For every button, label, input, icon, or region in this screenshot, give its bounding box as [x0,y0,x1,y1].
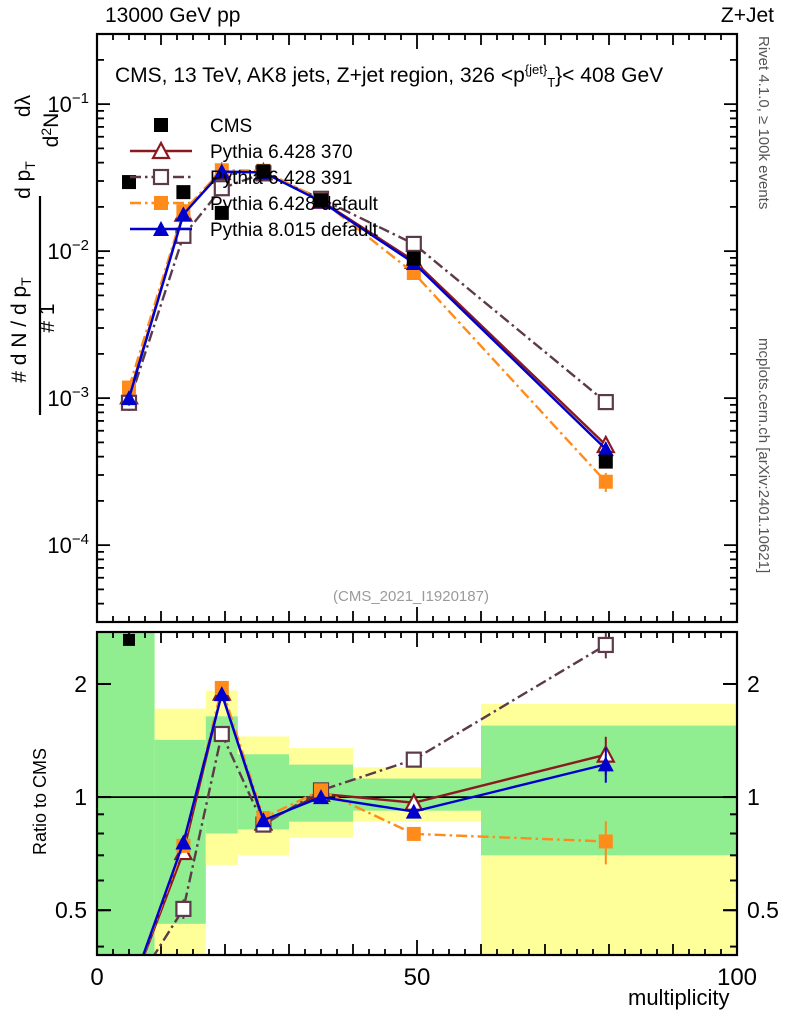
svg-text:# 1: # 1 [36,303,59,332]
main-y-tick-label: 10−4 [47,531,89,558]
x-axis-tick-label: 50 [404,964,431,991]
main-point [176,185,191,200]
legend-label-2: Pythia 6.428 391 [210,168,353,189]
ratio-y-tick-label-right: 2 [747,671,760,697]
legend-marker-3 [154,196,168,210]
main-point [598,454,613,469]
legend-label-4: Pythia 8.015 default [210,220,379,241]
ratio-point [597,636,614,654]
legend-marker-1 [151,140,171,160]
main-point [406,251,421,266]
legend-marker-2 [152,168,170,186]
ratio-point [406,826,421,841]
ratio-point [175,834,192,850]
title-prefix: CMS, 13 TeV, AK8 jets, Z+jet region, 326… [115,64,525,87]
legend-marker-0 [154,118,168,132]
svg-text:dλ: dλ [12,94,35,117]
ratio-point [175,900,192,918]
main-panel-title: CMS, 13 TeV, AK8 jets, Z+jet region, 326… [115,62,663,90]
svg-text:# d N / d pT: # d N / d pT [8,277,34,383]
title-subscript: T [547,75,556,91]
ratio-uncertainty-band-inner [481,725,737,856]
ratio-y-tick-label: 0.5 [55,897,87,923]
main-point [121,390,137,406]
x-axis-label: multiplicity [628,985,730,1010]
main-point [597,441,614,457]
ratio-y-tick-label: 2 [74,671,87,697]
main-point [213,180,230,197]
ratio-point [405,803,422,819]
legend-marker-4 [153,221,169,236]
main-panel-frame [95,32,739,624]
x-axis-tick-label: 100 [717,964,757,991]
main-point [256,164,271,179]
main-point [405,235,422,253]
ratio-y-tick-label: 1 [74,784,87,810]
main-y-tick-label: 10−2 [47,237,89,264]
header-analysis-label: Z+Jet [720,4,774,27]
ratio-y-tick-label-right: 0.5 [747,897,779,923]
main-point [213,163,230,179]
x-axis-tick-label: 0 [90,964,103,991]
main-point [314,193,328,208]
ratio-point [213,725,230,743]
main-y-tick-label: 10−3 [47,384,89,411]
ratio-y-tick-label-right: 1 [747,784,760,810]
main-point [214,205,229,220]
ratio-point [405,751,422,768]
main-point [597,393,614,411]
ratio-point [598,834,613,849]
ratio-point [313,789,329,805]
header-beam-label: 13000 GeV pp [105,4,241,27]
ratio-point [213,686,230,702]
ratio-cms-marker [123,633,135,646]
title-suffix: }< 408 GeV [555,64,664,87]
analysis-id-watermark: (CMS_2021_I1920187) [333,588,489,605]
ratio-point [597,756,614,772]
ratio-uncertainty-band-inner [97,632,155,955]
main-point [598,474,613,489]
legend-label-0: CMS [210,116,252,137]
legend-label-3: Pythia 6.428 default [210,194,379,215]
svg-text:d pT: d pT [12,161,38,199]
main-point [175,206,192,222]
ratio-point [255,812,272,828]
main-point [122,175,136,190]
ratio-uncertainty-band-inner [154,739,206,924]
main-line-pythia-6-428-default [127,169,607,483]
title-superscript: {jet} [524,62,548,77]
legend-label-1: Pythia 6.428 370 [210,142,353,163]
svg-text:d2N: d2N [38,113,63,148]
